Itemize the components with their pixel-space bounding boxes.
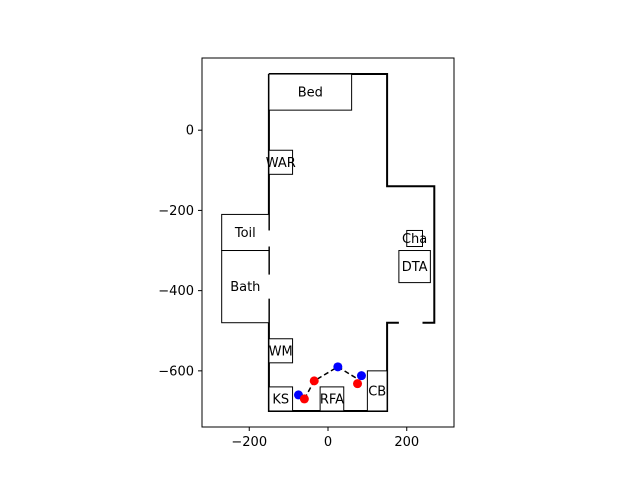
- furniture-label-war: WAR: [266, 156, 296, 171]
- furniture-label-bed: Bed: [298, 86, 323, 101]
- scatter-point-s1-1: [309, 376, 319, 386]
- plot-content: Bed WAR Toil Bath Cha DTA WM KS RFA CB: [221, 73, 436, 412]
- y-tick-label-3: −600: [158, 364, 194, 379]
- furniture-box-cb: [366, 370, 388, 412]
- furniture-box-war: [268, 149, 294, 175]
- y-tick-label-2: −400: [158, 284, 194, 299]
- axis-ticks: −200 0 200 0 −200 −400 −600: [158, 124, 419, 450]
- furniture-label-ks: KS: [272, 392, 289, 407]
- y-tick-label-0: 0: [186, 124, 194, 139]
- furniture-label-cha: Cha: [402, 232, 427, 247]
- furniture-label-bath: Bath: [230, 280, 260, 295]
- furniture-label-dta: DTA: [402, 260, 428, 275]
- furniture-box-bed: [268, 73, 353, 111]
- furniture-label-wm: WM: [269, 344, 293, 359]
- furniture-box-rfa: [319, 386, 345, 412]
- scatter-point-s1-0: [299, 394, 309, 404]
- furniture-box-dta: [398, 250, 431, 284]
- furniture-label-toil: Toil: [234, 226, 256, 241]
- furniture-label-cb: CB: [368, 384, 386, 399]
- furniture-box-bath: [221, 250, 270, 324]
- room-walls: [267, 73, 436, 412]
- furniture-box-ks: [268, 386, 294, 412]
- scatter-point-s0-2: [356, 371, 366, 381]
- scatter-point-s1-2: [353, 379, 363, 389]
- x-tick-label-0: −200: [231, 435, 267, 450]
- scatter-point-s0-1: [333, 362, 343, 372]
- y-tick-label-1: −200: [158, 204, 194, 219]
- furniture-box-cha: [406, 229, 423, 248]
- x-tick-label-2: 200: [394, 435, 419, 450]
- furniture-label-rfa: RFA: [320, 392, 344, 407]
- furniture-box-wm: [268, 338, 294, 364]
- x-tick-label-1: 0: [324, 435, 332, 450]
